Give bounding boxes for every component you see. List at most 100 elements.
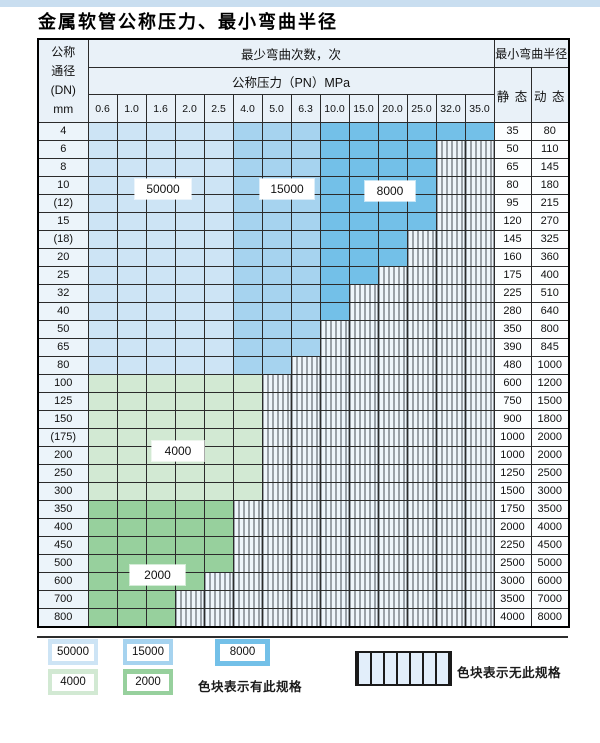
cycle-cell-4000 [232, 410, 263, 429]
no-spec-cell [319, 608, 350, 628]
no-spec-cell [377, 302, 408, 321]
no-spec-cell [377, 554, 408, 573]
cycles-zone-label-2000: 2000 [130, 565, 185, 585]
cycle-cell-15000 [290, 266, 321, 285]
dn-cell: 600 [37, 572, 89, 591]
no-spec-cell [406, 392, 437, 411]
cycle-cell-2000 [87, 536, 118, 555]
cycle-cell-50000 [203, 356, 234, 375]
pressure-tick: 0.6 [87, 94, 118, 123]
no-spec-cell [319, 536, 350, 555]
top-strip [0, 0, 600, 7]
no-spec-cell [377, 608, 408, 628]
no-spec-cell [319, 572, 350, 591]
cycle-cell-50000 [174, 356, 205, 375]
no-spec-cell [464, 266, 495, 285]
no-spec-cell [464, 500, 495, 519]
no-spec-cell [464, 536, 495, 555]
cycle-cell-15000 [261, 122, 292, 141]
no-spec-cell [406, 374, 437, 393]
pressure-tick: 4.0 [232, 94, 263, 123]
dn-cell: 450 [37, 536, 89, 555]
no-spec-cell [319, 554, 350, 573]
cycle-cell-2000 [116, 608, 147, 628]
cycle-cell-4000 [174, 374, 205, 393]
cycle-cell-4000 [87, 410, 118, 429]
cycle-cell-15000 [232, 194, 263, 213]
dynamic-radius-cell: 7000 [530, 590, 570, 609]
cycle-cell-4000 [116, 464, 147, 483]
cycle-cell-2000 [174, 536, 205, 555]
min-bend-cycles-header: 最少弯曲次数，次 [87, 38, 495, 68]
dn-cell: 25 [37, 266, 89, 285]
cycle-cell-15000 [261, 356, 292, 375]
dynamic-radius-cell: 325 [530, 230, 570, 249]
cycle-cell-4000 [232, 464, 263, 483]
no-spec-cell [261, 392, 292, 411]
cycle-cell-50000 [116, 248, 147, 267]
cycle-cell-8000 [319, 212, 350, 231]
cycle-cell-15000 [261, 338, 292, 357]
dn-cell: 65 [37, 338, 89, 357]
cycle-cell-50000 [174, 212, 205, 231]
no-spec-cell [174, 608, 205, 628]
cycle-cell-50000 [174, 302, 205, 321]
no-spec-cell [406, 500, 437, 519]
no-spec-cell [261, 428, 292, 447]
cycle-cell-15000 [261, 266, 292, 285]
table-row: 100 600 1200 [37, 374, 570, 393]
no-spec-cell [406, 608, 437, 628]
dynamic-radius-cell: 1000 [530, 356, 570, 375]
cycle-cell-4000 [203, 392, 234, 411]
cycle-cell-4000 [203, 428, 234, 447]
static-radius-cell: 350 [493, 320, 532, 339]
no-spec-cell [290, 464, 321, 483]
table-row: 450 2250 4500 [37, 536, 570, 555]
no-spec-cell [319, 464, 350, 483]
cycle-cell-50000 [87, 158, 118, 177]
no-spec-cell [435, 590, 466, 609]
cycle-cell-2000 [87, 518, 118, 537]
cycle-cell-50000 [145, 230, 176, 249]
table-row: 200 1000 2000 [37, 446, 570, 465]
no-spec-cell [319, 590, 350, 609]
cycle-cell-4000 [116, 446, 147, 465]
cycle-cell-2000 [87, 554, 118, 573]
no-spec-cell [435, 608, 466, 628]
no-spec-cell [464, 248, 495, 267]
legend-swatch-label: 50000 [52, 643, 94, 661]
static-radius-cell: 1000 [493, 428, 532, 447]
cycle-cell-15000 [290, 248, 321, 267]
no-spec-cell [348, 590, 379, 609]
legend-hatch-swatch [355, 651, 452, 686]
no-spec-cell [464, 410, 495, 429]
cycle-cell-15000 [261, 320, 292, 339]
cycle-cell-50000 [116, 140, 147, 159]
dn-cell: 32 [37, 284, 89, 303]
cycle-cell-15000 [232, 302, 263, 321]
cycle-cell-50000 [87, 266, 118, 285]
table-row: 80 480 1000 [37, 356, 570, 375]
cycle-cell-4000 [203, 410, 234, 429]
cycle-cell-15000 [232, 176, 263, 195]
no-spec-cell [464, 176, 495, 195]
cycle-cell-15000 [261, 140, 292, 159]
header-row-2: 公称压力（PN）MPa 静 态 动 态 [38, 67, 570, 123]
no-spec-cell [261, 572, 292, 591]
cycle-cell-50000 [203, 212, 234, 231]
cycle-cell-50000 [174, 266, 205, 285]
static-radius-cell: 145 [493, 230, 532, 249]
no-spec-cell [406, 464, 437, 483]
cycle-cell-15000 [290, 140, 321, 159]
no-spec-cell [377, 572, 408, 591]
dn-cell: 8 [37, 158, 89, 177]
cycle-cell-50000 [87, 194, 118, 213]
table-body: 4 35 80 6 50 110 8 65 145 10 80 180 (12) 95 215 15 120 27… [37, 122, 570, 628]
no-spec-cell [377, 392, 408, 411]
no-spec-cell [464, 608, 495, 628]
no-spec-cell [261, 500, 292, 519]
table-row: 50 350 800 [37, 320, 570, 339]
cycle-cell-4000 [174, 410, 205, 429]
dynamic-radius-cell: 110 [530, 140, 570, 159]
dn-cell: 40 [37, 302, 89, 321]
